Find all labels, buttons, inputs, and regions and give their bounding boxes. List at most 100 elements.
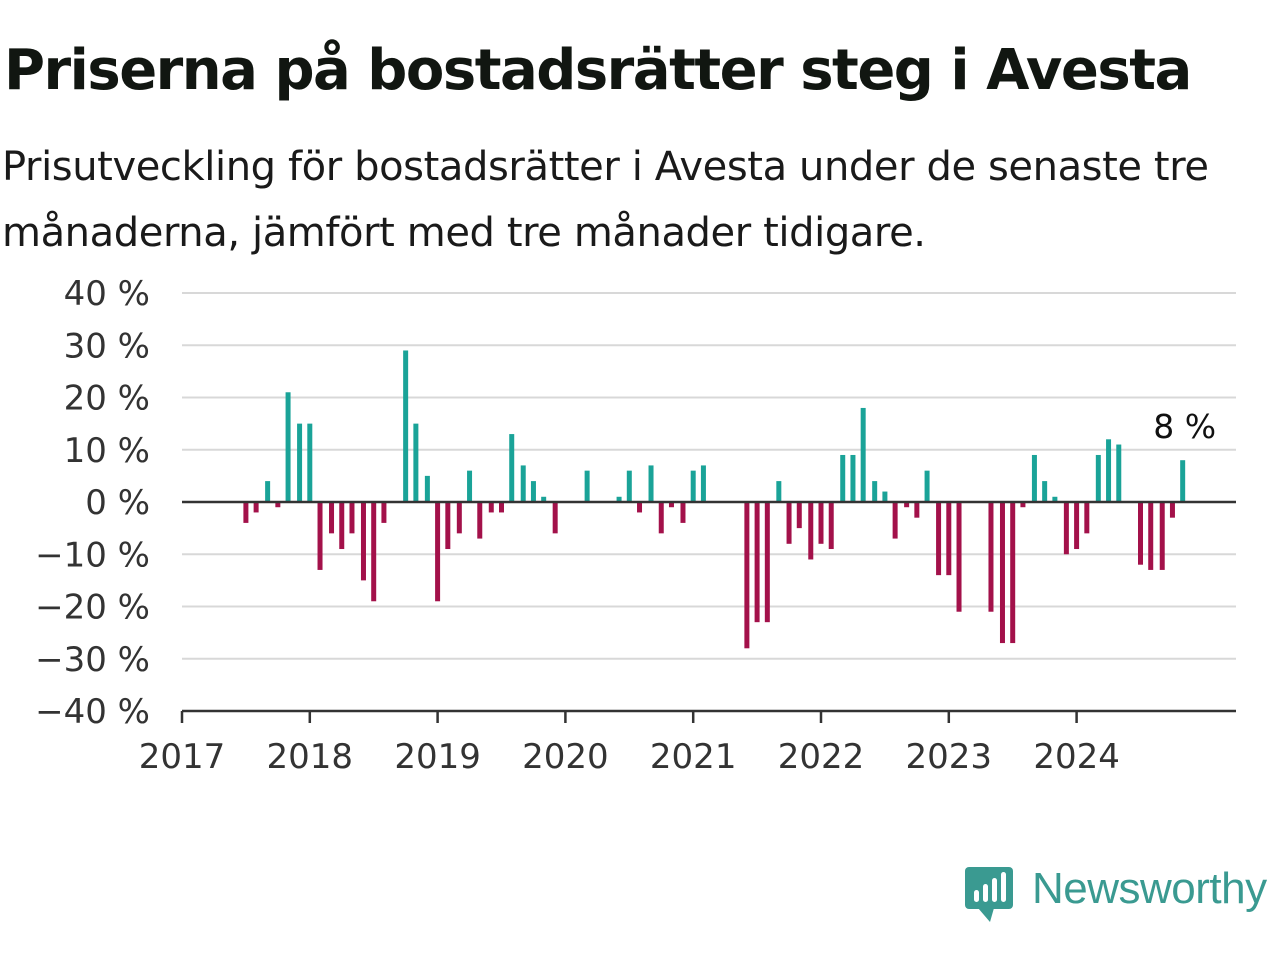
y-tick-label: 40 % — [64, 274, 150, 314]
bar — [872, 481, 878, 502]
bars — [243, 350, 1186, 649]
bar — [1042, 481, 1048, 502]
bar — [626, 470, 632, 502]
bar — [1084, 502, 1090, 534]
bar — [1095, 454, 1101, 502]
bar — [1031, 454, 1037, 502]
bar — [1180, 460, 1186, 502]
bar — [488, 502, 494, 513]
bar — [1159, 502, 1165, 570]
bar — [956, 502, 962, 612]
bar — [796, 502, 802, 529]
bar — [424, 475, 430, 502]
bar — [381, 502, 387, 523]
bar — [680, 502, 686, 523]
bar — [754, 502, 760, 623]
bar — [892, 502, 898, 539]
bar — [616, 496, 622, 502]
bar — [658, 502, 664, 534]
bar — [988, 502, 994, 612]
bar — [840, 454, 846, 502]
bar — [317, 502, 323, 570]
bar — [828, 502, 834, 550]
bar — [1010, 502, 1016, 644]
bar — [1052, 496, 1058, 502]
bar — [914, 502, 920, 518]
x-tick-label: 2018 — [267, 737, 354, 777]
bar — [349, 502, 355, 534]
bar — [297, 423, 303, 502]
x-tick-label: 2022 — [778, 737, 865, 777]
bar — [1063, 502, 1069, 555]
y-tick-label: 20 % — [64, 379, 150, 419]
bar — [360, 502, 366, 581]
bar — [808, 502, 814, 560]
axes — [180, 500, 1236, 723]
bar — [265, 481, 271, 502]
bar — [275, 502, 281, 508]
y-tick-label: −10 % — [35, 535, 150, 575]
bar — [744, 502, 750, 649]
bar — [499, 502, 504, 513]
bar-chart: 40 % 30 % 20 % 10 % 0 % −10 % −20 % −30 % −40 % 2… — [35, 274, 1236, 777]
bar — [339, 502, 345, 550]
bar — [776, 481, 782, 502]
x-tick-label: 2024 — [1033, 737, 1120, 777]
bar — [1116, 444, 1122, 502]
bar — [648, 465, 654, 502]
bar — [477, 502, 483, 539]
chart-title: Priserna på bostadsrätter steg i Avesta — [4, 38, 1192, 103]
bar — [243, 502, 249, 523]
y-tick-label: 10 % — [64, 431, 150, 471]
bar — [860, 407, 866, 502]
bar — [467, 470, 473, 502]
y-tick-label: −40 % — [35, 692, 150, 732]
bar — [541, 496, 547, 502]
y-tick-label: 0 % — [85, 483, 150, 523]
bar — [700, 465, 706, 502]
y-tick-label: −20 % — [35, 588, 150, 628]
bar — [850, 454, 856, 502]
bar — [552, 502, 558, 534]
bar — [1106, 439, 1112, 502]
bar — [413, 423, 419, 502]
bar — [435, 502, 441, 602]
bar — [1138, 502, 1143, 565]
bar — [818, 502, 824, 544]
bar — [1169, 502, 1175, 518]
bar — [924, 470, 930, 502]
bar — [329, 502, 335, 534]
bar — [936, 502, 942, 576]
bar — [530, 481, 536, 502]
newsworthy-logo-icon — [965, 867, 1013, 922]
chart-subtitle: Prisutveckling för bostadsrätter i Avest… — [2, 144, 1209, 256]
bar — [1020, 502, 1026, 508]
bar — [1074, 502, 1080, 550]
bar — [403, 350, 409, 502]
bar — [786, 502, 792, 544]
bar — [445, 502, 451, 550]
bar — [456, 502, 462, 534]
bar — [999, 502, 1005, 644]
bar — [509, 434, 515, 502]
bar — [882, 491, 888, 502]
x-tick-label: 2020 — [522, 737, 609, 777]
bar — [371, 502, 377, 602]
bar — [637, 502, 643, 513]
y-tick-label: 30 % — [64, 326, 150, 366]
bar — [307, 423, 313, 502]
bar — [690, 470, 696, 502]
bar — [584, 470, 590, 502]
y-tick-label: −30 % — [35, 640, 150, 680]
bar — [253, 502, 259, 513]
bar — [1148, 502, 1154, 570]
x-tick-label: 2017 — [139, 737, 226, 777]
gridlines — [182, 292, 1236, 660]
x-tick-label: 2023 — [906, 737, 993, 777]
bar — [668, 502, 674, 508]
x-tick-label: 2021 — [650, 737, 737, 777]
brand-name: Newsworthy — [1032, 864, 1267, 913]
bar — [904, 502, 910, 508]
bar — [285, 392, 291, 502]
bar — [764, 502, 770, 623]
